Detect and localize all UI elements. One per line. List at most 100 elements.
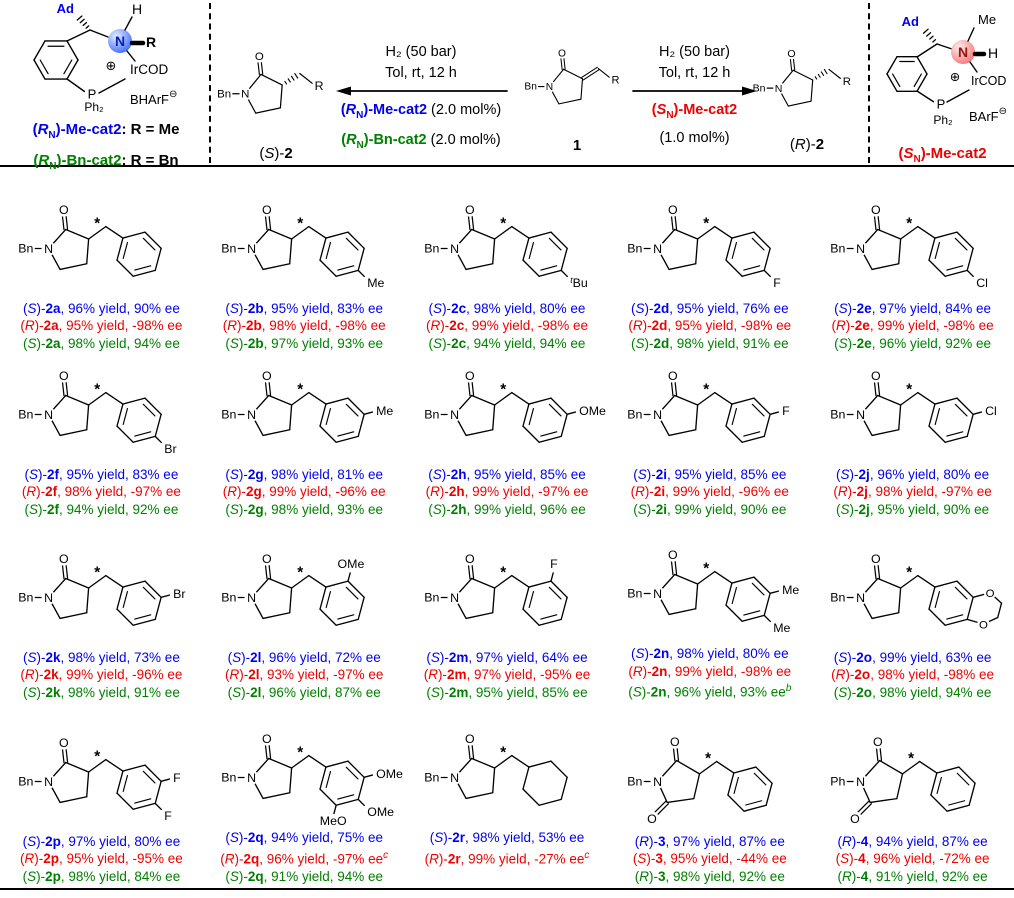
svg-text:Bn: Bn — [830, 241, 845, 255]
result-line: (S)-2h, 95% yield, 85% ee — [428, 466, 586, 482]
right-condition-solvent: Tol, rt, 12 h — [658, 65, 731, 81]
catalyst-left: Ad N H R ⊕ IrCOD P Ph₂ BHArF⊖ (RN)-Me-cat2: R = … — [4, 0, 208, 179]
product-entry-2a: O N Bn * (S)-2a, 96% yield, 90% ee (R)-2a, 95… — [0, 167, 203, 357]
left-arrow — [335, 86, 508, 96]
svg-text:N: N — [546, 82, 553, 93]
svg-text:N: N — [247, 590, 256, 604]
structure-2q: O N Bn * OMe OMe MeO — [221, 731, 403, 827]
svg-text:*: * — [906, 215, 912, 232]
svg-text:MeO: MeO — [320, 814, 347, 827]
svg-text:O: O — [873, 734, 883, 748]
structure-2c: O N Bn * tBu — [424, 201, 588, 290]
result-line: (S)-2k, 98% yield, 91% ee — [22, 684, 180, 700]
structure-2i: O N Bn * F — [627, 367, 790, 443]
result-line: (S)-2i, 99% yield, 90% ee — [633, 501, 787, 517]
structure-2o: O N Bn * O O — [830, 550, 1002, 631]
svg-text:tBu: tBu — [570, 275, 588, 290]
result-line: (S)-2d, 95% yield, 76% ee — [630, 300, 789, 316]
svg-text:Bn: Bn — [830, 407, 845, 421]
result-line: (S)-2p, 97% yield, 80% ee — [22, 833, 181, 849]
svg-text:O: O — [850, 811, 860, 825]
result-line: (S)-2m, 95% yield, 85% ee — [426, 684, 588, 700]
substrate-label: 1 — [572, 137, 582, 154]
product-entry-2e: O N Bn * Cl (S)-2e, 97% yield, 84% ee (R)-2e, … — [811, 167, 1014, 357]
right-reaction-conditions: H₂ (50 bar) Tol, rt, 12 h (SN)-Me-cat2 (… — [628, 42, 761, 149]
svg-text:O: O — [262, 551, 272, 565]
result-line: (R)-3, 97% yield, 87% ee — [634, 833, 785, 849]
svg-text:Br: Br — [174, 587, 186, 601]
product-r2-label: (R)-2 — [789, 136, 825, 153]
result-line: (S)-4, 96% yield, -72% ee — [835, 851, 990, 866]
svg-text:N: N — [653, 407, 662, 421]
result-line: (S)-2k, 98% yield, 73% ee — [22, 649, 180, 665]
result-line: (R)-2q, 96% yield, -97% eec — [220, 849, 389, 867]
result-line: (S)-2d, 98% yield, 91% ee — [630, 335, 789, 351]
svg-text:H: H — [132, 1, 142, 17]
svg-text:N: N — [450, 407, 459, 421]
result-line: (S)-2j, 95% yield, 90% ee — [836, 501, 990, 517]
svg-text:N: N — [775, 83, 783, 95]
result-line: (S)-2l, 96% yield, 87% ee — [227, 684, 381, 700]
svg-text:Bn: Bn — [627, 241, 642, 255]
result-line: (R)-2d, 95% yield, -98% ee — [628, 318, 792, 333]
result-line: (S)-2n, 96% yield, 93% eeb — [628, 683, 792, 700]
result-line: (R)-4, 94% yield, 87% ee — [837, 833, 988, 849]
svg-text:Bn: Bn — [221, 590, 236, 604]
svg-text:O: O — [465, 732, 475, 746]
catalyst-left-label-1: (RN)-Me-cat2: R = Me — [32, 121, 180, 141]
structure-4: O O N Ph * — [830, 733, 976, 825]
left-condition-solvent: Tol, rt, 12 h — [385, 65, 457, 81]
svg-text:N: N — [856, 407, 865, 421]
svg-text:*: * — [906, 564, 912, 581]
product-entry-2m: O N Bn * F (S)-2m, 97% yield, 64% ee (R)-2m, 9… — [406, 523, 609, 706]
svg-text:O: O — [465, 202, 475, 216]
svg-text:N: N — [115, 33, 125, 49]
svg-text:*: * — [95, 381, 101, 398]
result-line: (S)-2a, 96% yield, 90% ee — [22, 300, 180, 316]
svg-text:Ad: Ad — [902, 14, 919, 29]
svg-text:OMe: OMe — [579, 404, 606, 418]
svg-text:Bn: Bn — [424, 241, 439, 255]
svg-text:Me: Me — [978, 12, 996, 27]
svg-text:*: * — [500, 564, 506, 581]
svg-text:Bn: Bn — [424, 407, 439, 421]
substrate-structure: O N Bn R 1 — [518, 44, 636, 154]
svg-text:N: N — [958, 44, 968, 60]
product-entry-2d: O N Bn * F (S)-2d, 95% yield, 76% ee (R)-2d, 9… — [608, 167, 811, 357]
left-condition-h2: H₂ (50 bar) — [385, 44, 457, 60]
svg-text:Bn: Bn — [217, 88, 231, 100]
structure-2h: O N Bn * OMe — [424, 367, 606, 443]
svg-text:O: O — [262, 732, 272, 746]
result-line: (R)-2k, 99% yield, -96% ee — [20, 667, 183, 682]
svg-text:*: * — [705, 750, 711, 767]
product-entry-2b: O N Bn * Me (S)-2b, 95% yield, 83% ee (R)-2b, … — [203, 167, 406, 357]
svg-text:P: P — [937, 97, 946, 112]
svg-text:Bn: Bn — [627, 407, 642, 421]
svg-text:*: * — [703, 561, 709, 578]
svg-text:N: N — [653, 587, 662, 601]
result-line: (S)-2e, 97% yield, 84% ee — [834, 300, 992, 316]
svg-text:Bn: Bn — [627, 774, 642, 788]
result-line: (R)-2e, 99% yield, -98% ee — [831, 318, 994, 333]
structure-2n: O N Bn * Me Me — [627, 547, 799, 635]
svg-text:*: * — [297, 215, 303, 232]
product-entry-2k: O N Bn * Br (S)-2k, 98% yield, 73% ee (R)-2k, … — [0, 523, 203, 706]
result-line: (S)-2o, 99% yield, 63% ee — [833, 649, 992, 665]
result-line: (R)-2a, 95% yield, -98% ee — [20, 318, 183, 333]
result-line: (R)-2i, 99% yield, -96% ee — [630, 484, 789, 499]
svg-text:N: N — [247, 771, 256, 785]
result-line: (S)-3, 95% yield, -44% ee — [632, 851, 787, 866]
result-line: (R)-2h, 99% yield, -97% ee — [425, 484, 589, 499]
result-line: (S)-2c, 98% yield, 80% ee — [428, 300, 586, 316]
svg-text:*: * — [703, 381, 709, 398]
svg-text:O: O — [59, 551, 69, 565]
svg-text:Bn: Bn — [524, 82, 537, 93]
product-entry-2c: O N Bn * tBu (S)-2c, 98% yield, 80% ee (R)-2c,… — [406, 167, 609, 357]
svg-text:Ph: Ph — [830, 774, 845, 788]
product-s2-structure: O N Bn R (S)-2 — [210, 46, 342, 162]
svg-text:F: F — [550, 557, 558, 571]
structure-2l: O N Bn * OMe — [221, 550, 365, 626]
result-line: (R)-2r, 99% yield, -27% eec — [424, 849, 590, 867]
product-entry-3: O O N Bn * (R)-3, 97% yield, 87% ee (S)-3, 95%… — [608, 706, 811, 890]
